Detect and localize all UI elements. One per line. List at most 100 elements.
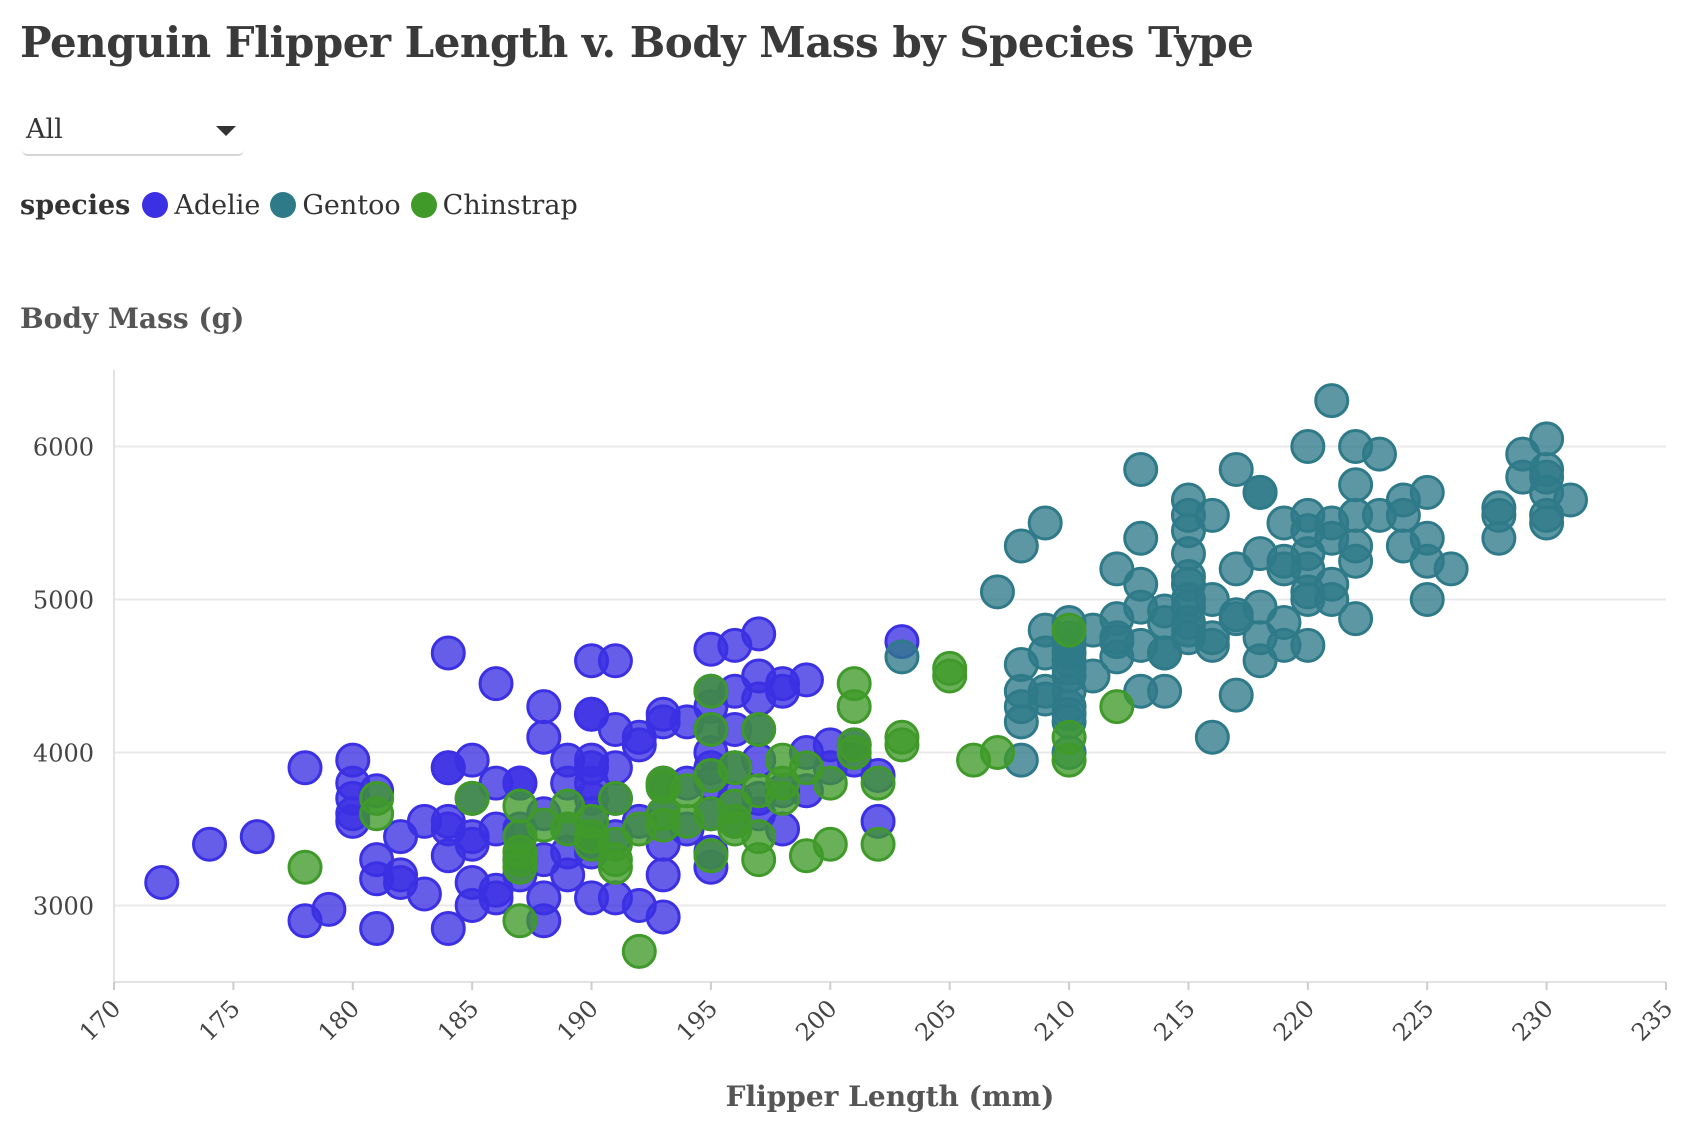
x-tick-label: 235 <box>1626 994 1678 1046</box>
point-adelie <box>311 891 347 927</box>
point-gentoo <box>1290 429 1326 464</box>
x-tick-label: 230 <box>1507 994 1559 1046</box>
x-tick-label: 220 <box>1268 994 1320 1046</box>
legend-label-gentoo: Gentoo <box>302 189 401 221</box>
point-chinstrap <box>621 933 657 969</box>
point-adelie <box>454 742 490 778</box>
point-gentoo <box>1314 582 1350 617</box>
point-gentoo <box>1147 673 1183 709</box>
point-chinstrap <box>932 658 968 694</box>
point-chinstrap <box>1051 742 1087 778</box>
point-chinstrap <box>597 849 633 885</box>
legend-label-adelie: Adelie <box>174 189 261 221</box>
point-chinstrap <box>502 849 538 885</box>
point-adelie <box>430 635 466 671</box>
point-adelie <box>550 857 586 893</box>
point-adelie <box>597 643 633 679</box>
x-axis-title: Flipper Length (mm) <box>725 1080 1055 1113</box>
point-gentoo <box>1552 482 1588 518</box>
point-gentoo <box>1529 421 1565 457</box>
point-chinstrap <box>717 750 753 786</box>
point-gentoo <box>1409 474 1445 510</box>
point-gentoo <box>1433 551 1469 587</box>
legend-label-chinstrap: Chinstrap <box>442 189 578 221</box>
point-adelie <box>526 689 562 725</box>
species-filter-dropdown[interactable]: All <box>22 106 244 156</box>
legend: species Adelie Gentoo Chinstrap <box>20 185 588 225</box>
point-gentoo <box>1123 451 1159 487</box>
point-gentoo <box>1409 582 1445 617</box>
x-tick-label: 180 <box>313 994 365 1046</box>
point-chinstrap <box>812 826 848 862</box>
x-tick-label: 185 <box>432 994 484 1046</box>
point-chinstrap <box>502 903 538 939</box>
point-gentoo <box>1003 704 1039 740</box>
legend-item-adelie[interactable]: Adelie <box>142 190 260 221</box>
point-adelie <box>406 876 442 912</box>
point-gentoo <box>1123 520 1159 556</box>
point-chinstrap <box>765 780 801 816</box>
point-chinstrap <box>884 727 920 763</box>
point-adelie <box>621 727 657 763</box>
chevron-down-icon[interactable] <box>216 126 236 136</box>
point-gentoo <box>1338 543 1374 579</box>
point-adelie <box>359 910 395 946</box>
point-gentoo <box>1242 474 1278 510</box>
x-tick-label: 190 <box>552 994 604 1046</box>
x-tick-label: 170 <box>74 994 126 1046</box>
x-tick-label: 215 <box>1149 994 1201 1046</box>
point-gentoo <box>1290 627 1326 663</box>
point-adelie <box>645 857 681 893</box>
point-adelie <box>526 719 562 755</box>
point-chinstrap <box>979 735 1015 770</box>
point-chinstrap <box>836 689 872 725</box>
point-gentoo <box>1027 505 1063 541</box>
legend-swatch-gentoo <box>270 192 297 218</box>
y-tick-label: 3000 <box>33 893 94 921</box>
y-tick-label: 5000 <box>33 587 94 615</box>
point-adelie <box>430 910 466 946</box>
point-gentoo <box>1003 528 1039 564</box>
point-adelie <box>287 750 323 786</box>
point-gentoo <box>1338 467 1374 503</box>
x-tick-label: 175 <box>193 994 245 1046</box>
point-chinstrap <box>693 673 729 709</box>
data-points <box>144 383 1588 969</box>
legend-item-gentoo[interactable]: Gentoo <box>270 189 401 221</box>
point-gentoo <box>1314 383 1350 419</box>
point-chinstrap <box>693 712 729 748</box>
legend-title: species <box>20 189 131 221</box>
x-tick-label: 205 <box>910 994 962 1046</box>
point-adelie <box>788 662 824 698</box>
point-gentoo <box>979 574 1015 610</box>
x-tick-label: 225 <box>1387 994 1439 1046</box>
point-chinstrap <box>741 712 777 748</box>
chart-title: Penguin Flipper Length v. Body Mass by S… <box>20 18 1254 67</box>
point-gentoo <box>1075 658 1111 694</box>
point-adelie <box>645 899 681 935</box>
point-adelie <box>144 865 180 901</box>
point-chinstrap <box>836 735 872 770</box>
point-chinstrap <box>741 842 777 878</box>
point-gentoo <box>1361 436 1397 472</box>
point-chinstrap <box>860 826 896 862</box>
legend-swatch-chinstrap <box>410 192 437 218</box>
y-tick-label: 4000 <box>33 740 94 768</box>
point-gentoo <box>1194 497 1230 533</box>
point-chinstrap <box>287 849 323 885</box>
point-gentoo <box>1218 677 1254 713</box>
point-chinstrap <box>860 765 896 801</box>
point-gentoo <box>1194 719 1230 755</box>
legend-item-chinstrap[interactable]: Chinstrap <box>410 189 578 221</box>
point-chinstrap <box>597 780 633 816</box>
point-chinstrap <box>693 838 729 874</box>
point-chinstrap <box>359 796 395 832</box>
y-tick-label: 6000 <box>33 434 94 462</box>
legend-swatch-adelie <box>142 192 169 218</box>
point-gentoo <box>1218 451 1254 487</box>
point-adelie <box>478 880 514 916</box>
point-adelie <box>239 819 275 855</box>
x-tick-label: 195 <box>671 994 723 1046</box>
point-adelie <box>192 826 228 862</box>
